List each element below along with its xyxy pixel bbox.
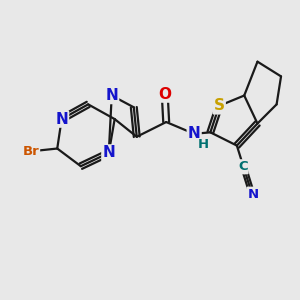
Text: N: N bbox=[55, 112, 68, 127]
Text: N: N bbox=[102, 146, 115, 160]
Text: O: O bbox=[158, 87, 171, 102]
Text: N: N bbox=[188, 126, 200, 141]
Text: N: N bbox=[248, 188, 259, 201]
Text: N: N bbox=[105, 88, 118, 103]
Text: C: C bbox=[238, 160, 247, 173]
Text: Br: Br bbox=[22, 145, 39, 158]
Text: H: H bbox=[197, 139, 208, 152]
Text: S: S bbox=[214, 98, 225, 113]
